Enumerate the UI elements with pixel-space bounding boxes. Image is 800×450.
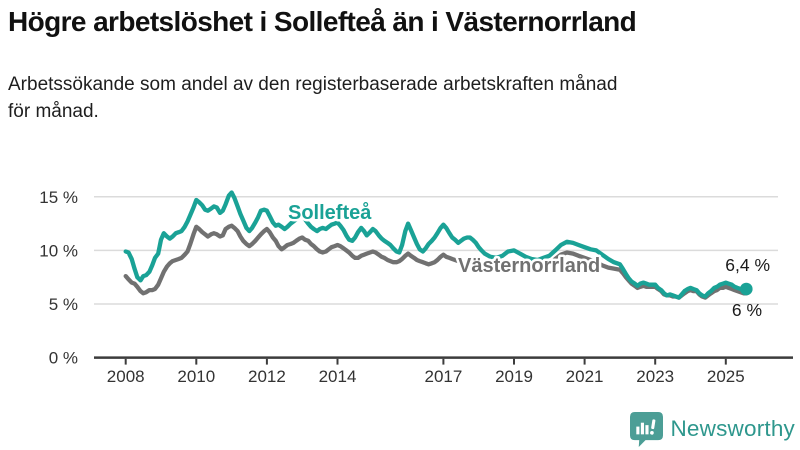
y-tick-label-15pct: 15 %	[39, 188, 78, 207]
x-axis: 2008 2010 2012 2014 2017 2019 2021 2023 2025 0 % 5…	[39, 188, 793, 386]
y-tick-label-0pct: 0 %	[49, 349, 78, 368]
page-title: Högre arbetslöshet i Sollefteå än i Väst…	[8, 6, 637, 37]
x-tick-label-2019: 2019	[495, 367, 533, 386]
series-end-dot-solleftea	[740, 282, 753, 296]
y-tick-label-10pct: 10 %	[39, 241, 78, 260]
newsworthy-logo[interactable]: Newsworthy	[630, 411, 795, 447]
x-tick-label-2025: 2025	[707, 367, 745, 386]
series-label-solleftea: Sollefteå	[288, 201, 372, 224]
end-value-label-vasternorrland: 6 %	[732, 300, 762, 320]
series-label-vasternorrland: Västernorrland	[458, 255, 600, 277]
x-tick-label-2023: 2023	[636, 367, 674, 386]
bar-chart-glyph	[636, 418, 656, 435]
newsworthy-logo-icon	[630, 411, 664, 447]
chart-labels: Sollefteå 6,4 % Västernorrland 6 %	[286, 199, 771, 321]
x-tick-label-2008: 2008	[107, 367, 145, 386]
x-tick-label-2017: 2017	[424, 367, 462, 386]
subtitle-line-2: för månad.	[8, 101, 99, 122]
y-tick-label-5pct: 5 %	[49, 295, 78, 314]
exclamation-glyph	[650, 418, 656, 435]
newsworthy-logo-text: Newsworthy	[670, 416, 795, 441]
x-tick-label-2010: 2010	[177, 367, 215, 386]
subtitle-line-1: Arbetssökande som andel av den registerb…	[8, 74, 618, 95]
x-tick-label-2021: 2021	[566, 367, 604, 386]
page-subtitle: Arbetssökande som andel av den registerb…	[8, 71, 788, 125]
gridlines	[94, 196, 778, 305]
x-tick-label-2014: 2014	[319, 367, 357, 386]
series-lines	[123, 190, 753, 300]
x-tick-label-2012: 2012	[248, 367, 286, 386]
series-line-solleftea	[123, 190, 749, 300]
end-value-label-solleftea: 6,4 %	[725, 255, 770, 275]
